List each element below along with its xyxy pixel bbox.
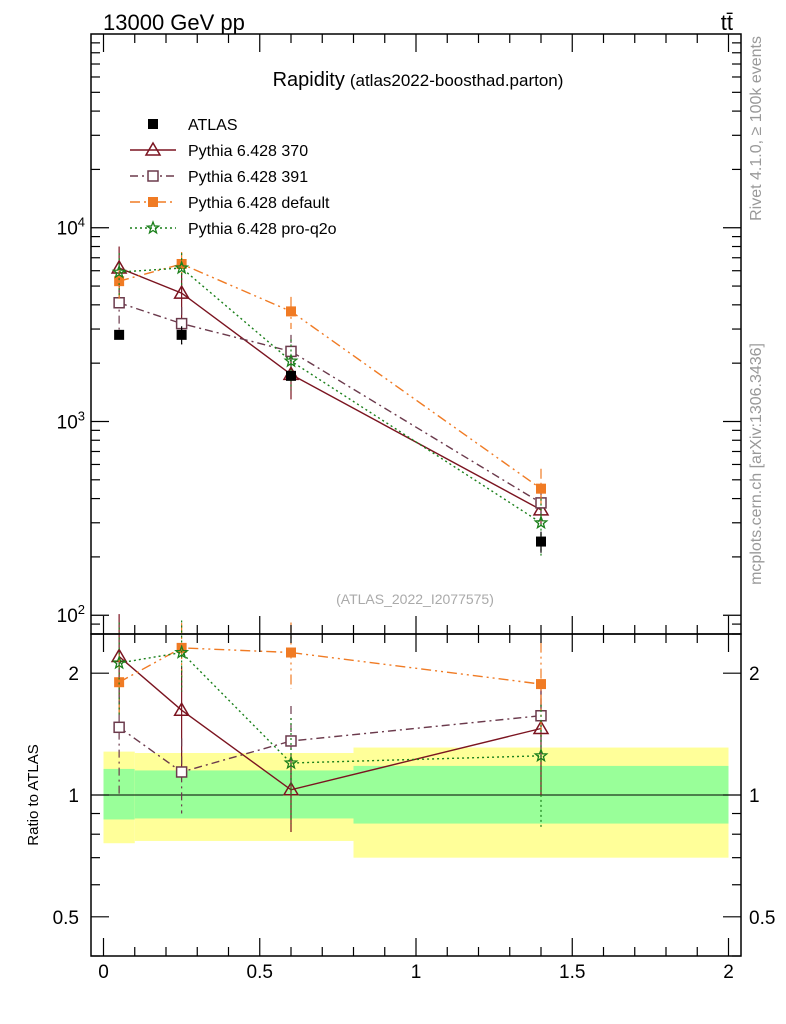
ratio-series-line-1 (118, 655, 542, 791)
ratio-point-3-2 (286, 647, 296, 658)
legend-entry-0: ATLAS (148, 117, 238, 134)
main-series-4 (111, 253, 549, 557)
main-series-1 (110, 246, 550, 526)
ratio-point-4-2 (283, 755, 299, 770)
ratio-ytick-label-right-2: 2 (749, 664, 760, 685)
legend-marker-0 (148, 119, 158, 129)
main-point-4-3 (533, 514, 549, 530)
main-series-line-4 (119, 267, 542, 524)
main-point-2-0 (113, 297, 125, 309)
legend-entry-1: Pythia 6.428 370 (130, 141, 308, 160)
main-point-1-1 (173, 284, 190, 299)
legend-entry-4: Pythia 6.428 pro-q2o (130, 220, 337, 238)
ratio-point-1-1 (173, 701, 190, 716)
main-series-line-3 (118, 263, 542, 490)
xtick-label-3: 1.5 (559, 962, 585, 983)
legend-label-1: Pythia 6.428 370 (188, 143, 308, 160)
legend-entry-2: Pythia 6.428 391 (130, 169, 308, 186)
legend-marker-1 (144, 141, 162, 156)
main-point-0-3 (536, 536, 546, 547)
ratio-series-3 (114, 622, 546, 739)
legend-label-3: Pythia 6.428 default (188, 195, 330, 212)
main-point-3-2 (286, 306, 296, 317)
legend-label-0: ATLAS (188, 117, 238, 134)
main-point-0-1 (176, 329, 187, 340)
legend: ATLAS Pythia 6.428 370 Pythia 6.428 391 Pyt… (130, 117, 337, 238)
main-ytick-label-3: 103 (57, 408, 85, 433)
legend-marker-2 (147, 170, 159, 182)
ratio-point-4-0 (111, 655, 127, 670)
main-series-line-1 (118, 267, 542, 511)
ratio-point-2-1 (175, 766, 188, 778)
legend-marker-3 (148, 197, 158, 207)
mcplots-side-text: mcplots.cern.ch [arXiv:1306.3436] (748, 343, 765, 585)
ratio-ytick-label-0: 0.5 (53, 908, 79, 929)
ratio-ytick-label-2: 2 (68, 664, 79, 685)
legend-marker-4 (145, 220, 161, 235)
analysis-watermark: (ATLAS_2022_I2077575) (336, 591, 494, 607)
main-series-layer (110, 246, 550, 557)
ratio-point-2-2 (285, 735, 297, 747)
axis-ticks: 102 103 104 0.5 0.5 1 1 2 2 0 0.5 1 1.5 2 (53, 34, 775, 983)
main-ytick-label-4: 104 (57, 215, 85, 240)
ratio-series-line-2 (118, 715, 542, 773)
ratio-point-4-1 (174, 644, 190, 659)
main-point-3-3 (536, 483, 546, 494)
plot-title: Rapidity (atlas2022-boosthad.parton) (273, 69, 564, 91)
ratio-point-1-3 (532, 720, 550, 735)
main-point-3-0 (114, 276, 125, 287)
ratio-point-3-3 (536, 679, 546, 690)
ratio-point-4-3 (533, 747, 549, 763)
ratio-ytick-label-right-0: 0.5 (749, 908, 775, 929)
main-series-line-2 (118, 302, 542, 504)
main-point-0-0 (114, 329, 125, 340)
ratio-uncertainty-bands (103, 747, 729, 858)
main-point-4-1 (174, 260, 190, 275)
xtick-label-2: 1 (411, 962, 422, 983)
ratio-series-4 (111, 620, 549, 828)
main-point-0-2 (286, 370, 296, 381)
ratio-point-3-0 (114, 677, 125, 688)
header-left: 13000 GeV pp (103, 10, 245, 35)
main-ytick-label-2: 102 (57, 602, 85, 627)
legend-entry-3: Pythia 6.428 default (130, 195, 330, 212)
main-series-0 (114, 326, 546, 553)
header-right: tt̄ (721, 10, 733, 35)
xtick-label-4: 2 (723, 962, 734, 983)
main-point-4-2 (283, 353, 299, 368)
rivet-side-text: Rivet 4.1.0, ≥ 100k events (748, 36, 765, 221)
xtick-label-0: 0 (98, 962, 109, 983)
ratio-series-line-4 (118, 651, 542, 764)
ratio-point-2-0 (113, 721, 125, 734)
legend-label-4: Pythia 6.428 pro-q2o (188, 221, 337, 238)
ratio-ytick-label-1: 1 (68, 786, 79, 807)
xtick-label-1: 0.5 (247, 962, 273, 983)
plot-title-main: Rapidity (273, 69, 345, 91)
main-series-2 (113, 279, 547, 521)
main-point-4-0 (111, 264, 127, 279)
ratio-series-line-3 (118, 647, 542, 685)
legend-label-2: Pythia 6.428 391 (188, 169, 308, 186)
inner-band-0 (103, 768, 135, 820)
plot-title-sub: (atlas2022-boosthad.parton) (350, 71, 564, 90)
ratio-ylabel: Ratio to ATLAS (25, 744, 42, 845)
ratio-ytick-label-right-1: 1 (749, 786, 760, 807)
ratio-series-layer (110, 614, 550, 833)
